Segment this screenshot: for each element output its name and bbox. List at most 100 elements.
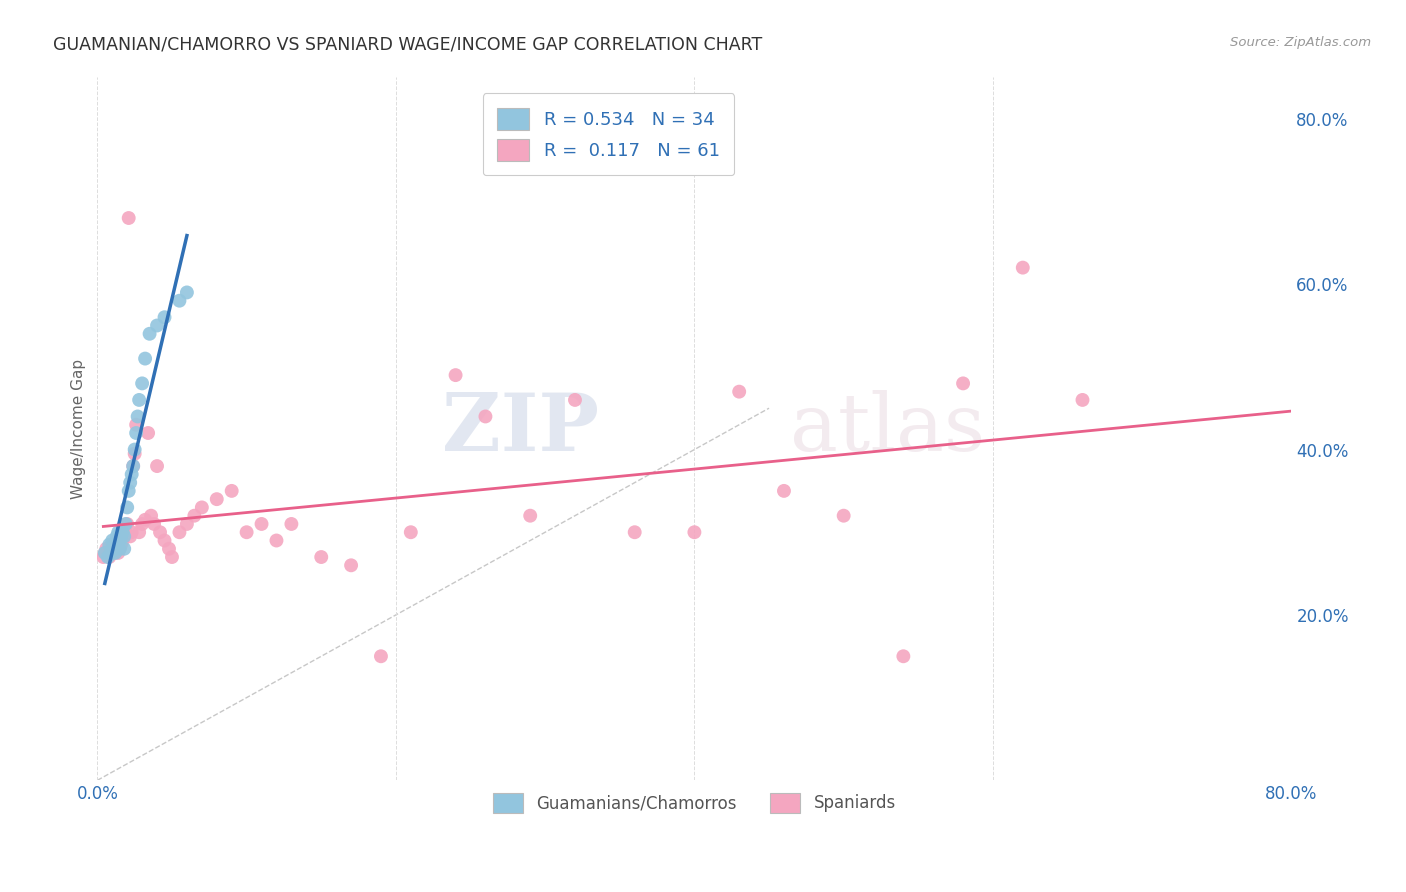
Point [111, 525, 134, 540]
Point [169, 525, 191, 540]
Point [191, 500, 214, 515]
Point [103, 546, 125, 560]
Point [114, 516, 136, 531]
Point [474, 409, 496, 424]
Point [399, 525, 422, 540]
Point [153, 533, 176, 548]
Point [235, 525, 257, 540]
Text: ZIP: ZIP [441, 390, 599, 468]
Point [112, 529, 135, 543]
Point [94, 546, 117, 560]
Point [100, 541, 122, 556]
Point [125, 425, 148, 440]
Point [139, 508, 162, 523]
Point [124, 447, 146, 461]
Point [105, 538, 128, 552]
Point [370, 649, 392, 664]
Point [122, 459, 145, 474]
Point [952, 376, 974, 391]
Point [149, 525, 172, 540]
Point [91, 549, 114, 564]
Point [110, 538, 132, 552]
Point [519, 508, 541, 523]
Point [176, 516, 198, 531]
Point [623, 525, 645, 540]
Point [250, 516, 273, 531]
Point [115, 500, 138, 515]
Point [101, 541, 124, 556]
Point [98, 538, 121, 552]
Point [146, 318, 169, 333]
Point [266, 533, 288, 548]
Point [105, 533, 128, 548]
Point [107, 525, 129, 540]
Point [221, 483, 243, 498]
Text: GUAMANIAN/CHAMORRO VS SPANIARD WAGE/INCOME GAP CORRELATION CHART: GUAMANIAN/CHAMORRO VS SPANIARD WAGE/INCO… [53, 36, 762, 54]
Point [169, 293, 191, 308]
Point [773, 483, 796, 498]
Point [131, 516, 153, 531]
Point [111, 533, 134, 548]
Y-axis label: Wage/Income Gap: Wage/Income Gap [72, 359, 86, 499]
Point [832, 508, 855, 523]
Point [893, 649, 915, 664]
Point [1011, 260, 1033, 275]
Point [564, 392, 586, 407]
Point [143, 516, 166, 531]
Point [205, 492, 228, 507]
Point [107, 546, 129, 560]
Point [444, 368, 467, 383]
Point [127, 409, 149, 424]
Point [134, 513, 156, 527]
Legend: Guamanians/Chamorros, Spaniards: Guamanians/Chamorros, Spaniards [481, 781, 907, 825]
Point [128, 392, 150, 407]
Point [108, 533, 131, 548]
Point [134, 351, 156, 366]
Point [146, 459, 169, 474]
Point [183, 508, 205, 523]
Point [101, 538, 124, 552]
Point [104, 541, 127, 556]
Point [112, 541, 135, 556]
Point [104, 546, 127, 560]
Point [104, 538, 127, 552]
Text: atlas: atlas [790, 390, 986, 468]
Point [120, 475, 142, 490]
Point [1071, 392, 1094, 407]
Point [121, 525, 143, 540]
Point [120, 529, 142, 543]
Point [110, 529, 132, 543]
Point [94, 546, 117, 560]
Point [96, 541, 118, 556]
Point [309, 549, 332, 564]
Point [105, 529, 128, 543]
Point [728, 384, 751, 399]
Point [97, 549, 120, 564]
Point [121, 467, 143, 482]
Point [124, 442, 146, 457]
Point [108, 541, 131, 556]
Point [160, 549, 183, 564]
Point [138, 326, 160, 341]
Point [115, 516, 138, 531]
Point [125, 417, 148, 432]
Point [280, 516, 302, 531]
Point [683, 525, 706, 540]
Point [131, 376, 153, 391]
Point [112, 529, 135, 543]
Point [128, 525, 150, 540]
Point [108, 541, 131, 556]
Point [157, 541, 180, 556]
Point [136, 425, 159, 440]
Point [118, 483, 141, 498]
Point [122, 459, 145, 474]
Text: Source: ZipAtlas.com: Source: ZipAtlas.com [1230, 36, 1371, 49]
Point [118, 211, 141, 225]
Point [114, 525, 136, 540]
Point [176, 285, 198, 300]
Point [153, 310, 176, 325]
Point [97, 546, 120, 560]
Point [100, 546, 122, 560]
Point [101, 533, 124, 548]
Point [340, 558, 363, 573]
